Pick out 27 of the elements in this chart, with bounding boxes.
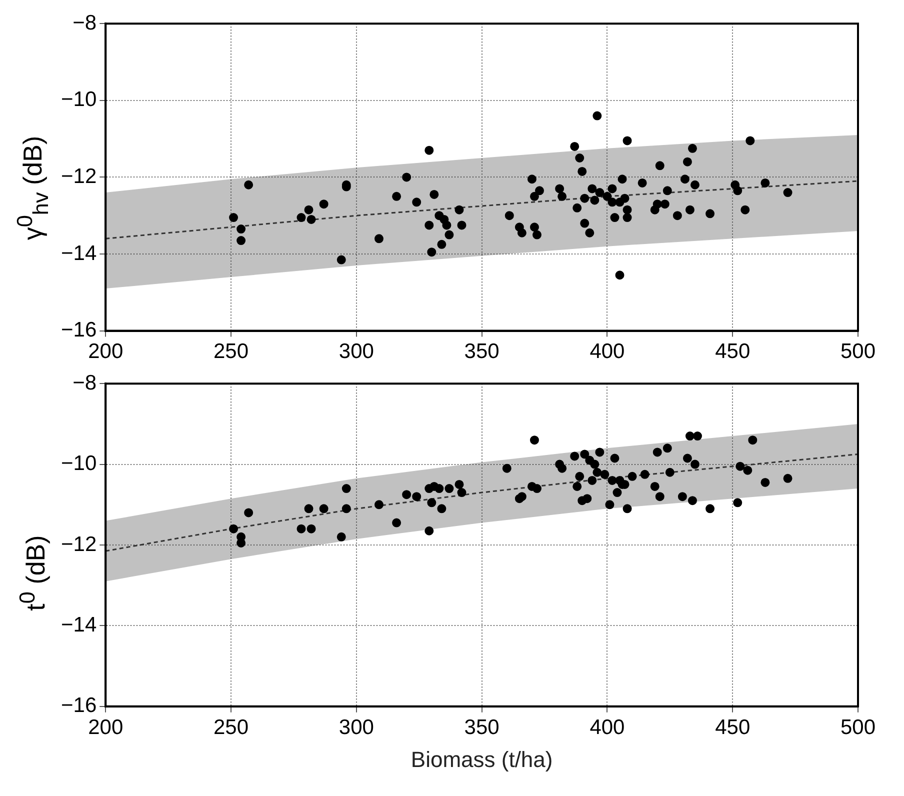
line-series: [106, 180, 858, 240]
x-tick-label: 400: [590, 340, 625, 364]
x-tick-label: 200: [88, 716, 124, 739]
y-tick-label: −14: [60, 613, 97, 636]
y-tick-label: −8: [72, 371, 97, 394]
y-tick-label: −16: [60, 694, 97, 718]
x-tick-label: 250: [213, 340, 249, 364]
x-tick-label: 400: [590, 716, 625, 739]
y-tick-label: −12: [60, 532, 97, 556]
y-tick-label: −14: [60, 242, 97, 265]
y-tick-label: −8: [72, 11, 97, 34]
x-tick-label: 350: [464, 716, 500, 739]
x-tick-label: 350: [464, 340, 500, 364]
x-tick-label: 450: [715, 340, 750, 364]
x-tick-label: 500: [840, 340, 876, 364]
x-tick-label: 450: [715, 716, 750, 739]
x-tick-label: 250: [213, 716, 249, 739]
y-tick-label: −16: [60, 318, 97, 342]
x-tick-label: 300: [338, 716, 374, 739]
y-tick-label: −10: [60, 452, 97, 476]
x-tick-label: 300: [338, 340, 374, 364]
x-axis-title: Biomass (t/ha): [410, 746, 553, 772]
y-tick-label: −12: [60, 164, 97, 188]
y-tick-label: −10: [60, 88, 97, 112]
line-series: [106, 453, 858, 552]
x-tick-label: 500: [840, 716, 876, 739]
x-tick-label: 200: [88, 340, 124, 364]
